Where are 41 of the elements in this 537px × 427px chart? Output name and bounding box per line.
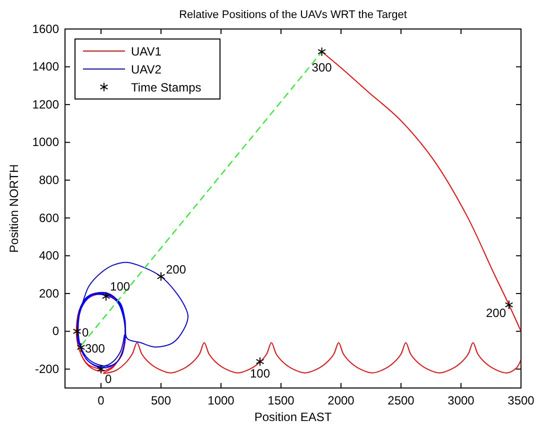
point xyxy=(318,46,326,56)
point xyxy=(72,326,82,336)
annotation: 200 xyxy=(486,306,506,320)
x-tick-label: 0 xyxy=(98,394,105,408)
line-series xyxy=(76,262,188,368)
x-tick-label: 1500 xyxy=(268,394,295,408)
x-axis-title: Position EAST xyxy=(254,410,332,424)
annotation: 100 xyxy=(250,366,270,381)
point xyxy=(156,272,166,282)
y-tick-label: 1200 xyxy=(32,97,60,112)
point xyxy=(102,292,110,302)
x-tick-label: 2500 xyxy=(388,394,415,408)
x-tick-label: 3500 xyxy=(508,394,535,408)
legend-label: Time Stamps xyxy=(131,80,202,94)
y-tick-label: 1600 xyxy=(32,22,60,36)
y-tick-label: 1400 xyxy=(32,60,60,74)
y-tick-label: -200 xyxy=(34,362,60,376)
annotation: 300 xyxy=(84,341,106,356)
point xyxy=(504,300,514,310)
y-tick-label: 1000 xyxy=(32,135,60,150)
y-axis-title: Position NORTH xyxy=(7,164,21,253)
y-tick-label: 800 xyxy=(38,173,60,187)
point xyxy=(256,356,264,366)
annotation: 300 xyxy=(312,60,332,75)
annotation: 100 xyxy=(110,279,130,294)
legend-label: UAV2 xyxy=(131,62,162,76)
y-tick-label: 400 xyxy=(38,248,60,263)
x-tick-label: 1000 xyxy=(208,394,235,408)
annotation: 200 xyxy=(166,262,186,277)
x-tick-label: 3000 xyxy=(448,394,475,408)
point xyxy=(96,364,106,374)
point xyxy=(76,342,86,352)
annotation: 0 xyxy=(105,372,112,386)
y-tick-label: 200 xyxy=(38,286,60,300)
y-tick-label: 600 xyxy=(38,210,60,225)
legend-label: UAV1 xyxy=(131,44,162,58)
y-tick-label: 0 xyxy=(52,324,60,338)
x-tick-label: 2000 xyxy=(328,394,355,408)
annotation: 0 xyxy=(82,325,89,340)
x-tick-label: 500 xyxy=(150,394,172,408)
chart-title: Relative Positions of the UAVs WRT the Target xyxy=(179,9,407,21)
